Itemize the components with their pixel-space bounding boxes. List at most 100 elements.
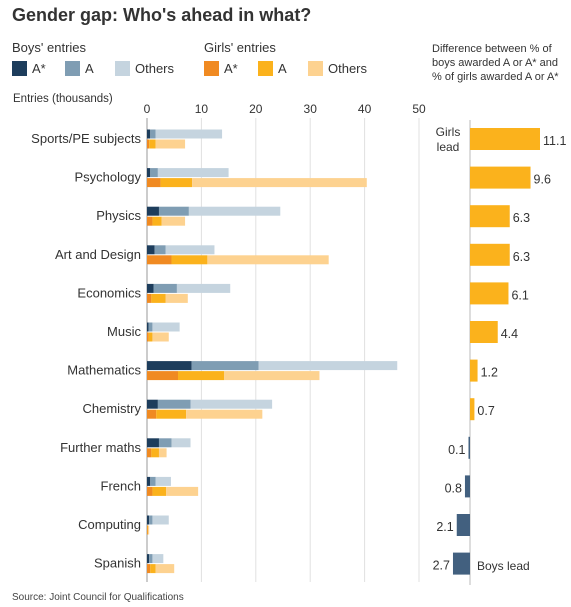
category-label-economics: Economics: [77, 285, 141, 300]
bar-girls-a-further-maths: [151, 448, 159, 458]
bar-girls-astar-mathematics: [147, 371, 179, 381]
bar-boys-others-music: [152, 322, 180, 332]
legend-item-boys-astar: A*: [12, 61, 46, 76]
difference-bar-mathematics: [470, 359, 478, 382]
bar-boys-others-economics: [176, 283, 231, 293]
bar-girls-others-french: [166, 486, 199, 496]
bar-boys-astar-mathematics: [147, 361, 192, 371]
legend-label-girls-a: A: [278, 61, 287, 76]
difference-value-physics: 6.3: [513, 211, 530, 225]
bar-boys-others-chemistry: [190, 399, 273, 409]
chart-title: Gender gap: Who's ahead in what?: [12, 5, 312, 25]
bar-boys-astar-psychology: [147, 168, 151, 178]
bar-girls-astar-further-maths: [147, 448, 152, 458]
x-tick-label-30: 30: [304, 102, 318, 116]
bar-boys-astar-art-and-design: [147, 245, 155, 255]
bar-girls-others-sports-pe-subjects: [155, 139, 186, 149]
legend-label-girls-others: Others: [328, 61, 368, 76]
bar-girls-a-chemistry: [156, 409, 187, 419]
bar-girls-astar-psychology: [147, 178, 161, 188]
bar-boys-astar-physics: [147, 206, 159, 216]
difference-bar-physics: [470, 205, 510, 228]
difference-bar-psychology: [470, 166, 531, 189]
bar-boys-a-psychology: [150, 168, 158, 178]
bar-girls-astar-spanish: [147, 564, 151, 574]
x-tick-label-0: 0: [144, 102, 151, 116]
bar-girls-astar-sports-pe-subjects: [147, 139, 150, 149]
difference-value-music: 4.4: [501, 327, 518, 341]
difference-panel-title: Difference between % of boys awarded A o…: [432, 43, 559, 83]
legend-girls-heading: Girls' entries: [204, 40, 276, 55]
bar-girls-a-psychology: [160, 178, 193, 188]
legend-label-girls-astar: A*: [224, 61, 238, 76]
bar-boys-astar-economics: [147, 283, 154, 293]
difference-value-french: 0.8: [445, 481, 462, 495]
difference-bar-computing: [456, 514, 470, 536]
difference-value-economics: 6.1: [511, 288, 528, 302]
legend-swatch-girls-astar: [204, 61, 219, 76]
x-tick-label-40: 40: [358, 102, 372, 116]
bar-boys-others-psychology: [157, 168, 229, 178]
bar-boys-others-sports-pe-subjects: [155, 129, 223, 139]
bar-girls-others-mathematics: [224, 371, 320, 381]
legend-swatch-girls-others: [308, 61, 323, 76]
bar-girls-astar-economics: [147, 293, 152, 303]
bar-girls-others-economics: [165, 293, 188, 303]
bar-boys-a-computing: [149, 515, 153, 525]
bar-girls-a-computing: [147, 525, 149, 535]
bar-boys-others-computing: [152, 515, 169, 525]
difference-bar-spanish: [452, 552, 470, 575]
bar-girls-others-art-and-design: [207, 255, 329, 265]
category-label-computing: Computing: [78, 517, 141, 532]
legend-swatch-boys-others: [115, 61, 130, 76]
bar-girls-others-music: [152, 332, 169, 342]
difference-value-art-and-design: 6.3: [513, 250, 530, 264]
difference-value-chemistry: 0.7: [477, 404, 494, 418]
girls-lead-label-line2: lead: [437, 140, 460, 154]
difference-value-psychology: 9.6: [534, 173, 551, 187]
source-note: Source: Joint Council for Qualifications: [12, 592, 184, 603]
bar-girls-astar-computing: [147, 525, 148, 535]
category-label-art-and-design: Art and Design: [55, 247, 141, 262]
difference-value-mathematics: 1.2: [481, 366, 498, 380]
x-tick-label-10: 10: [195, 102, 209, 116]
bar-girls-astar-french: [147, 486, 153, 496]
legend-swatch-girls-a: [258, 61, 273, 76]
bar-girls-others-further-maths: [158, 448, 167, 458]
legend-label-boys-a: A: [85, 61, 94, 76]
bar-boys-a-economics: [153, 283, 177, 293]
bar-boys-others-french: [155, 476, 171, 486]
bar-boys-astar-sports-pe-subjects: [147, 129, 151, 139]
x-tick-label-50: 50: [412, 102, 426, 116]
bar-girls-astar-art-and-design: [147, 255, 172, 265]
category-label-sports-pe-subjects: Sports/PE subjects: [31, 131, 141, 146]
legend-item-boys-others: Others: [115, 61, 174, 76]
legend-label-boys-others: Others: [135, 61, 175, 76]
bar-girls-a-french: [152, 486, 167, 496]
bar-boys-a-chemistry: [157, 399, 191, 409]
difference-value-further-maths: 0.1: [448, 443, 465, 457]
bar-boys-a-mathematics: [191, 361, 259, 371]
difference-value-computing: 2.1: [436, 520, 453, 534]
bar-girls-a-sports-pe-subjects: [149, 139, 156, 149]
bar-girls-a-economics: [151, 293, 166, 303]
bar-girls-astar-chemistry: [147, 409, 157, 419]
bar-boys-astar-chemistry: [147, 399, 158, 409]
bar-boys-astar-computing: [147, 515, 150, 525]
bar-boys-astar-spanish: [147, 554, 150, 564]
legend-item-boys-a: A: [65, 61, 94, 76]
bar-girls-others-computing: [148, 525, 150, 535]
difference-bar-chemistry: [470, 398, 475, 421]
bar-boys-a-further-maths: [158, 438, 172, 448]
category-label-mathematics: Mathematics: [67, 363, 141, 378]
bar-boys-others-mathematics: [258, 361, 398, 371]
category-label-music: Music: [107, 324, 141, 339]
legend-boys-heading: Boys' entries: [12, 40, 87, 55]
difference-bar-french: [464, 475, 470, 498]
bar-boys-a-music: [148, 322, 153, 332]
x-tick-label-20: 20: [249, 102, 263, 116]
category-label-physics: Physics: [96, 208, 141, 223]
legend-label-boys-astar: A*: [32, 61, 46, 76]
category-label-chemistry: Chemistry: [82, 401, 141, 416]
bar-boys-others-art-and-design: [165, 245, 215, 255]
